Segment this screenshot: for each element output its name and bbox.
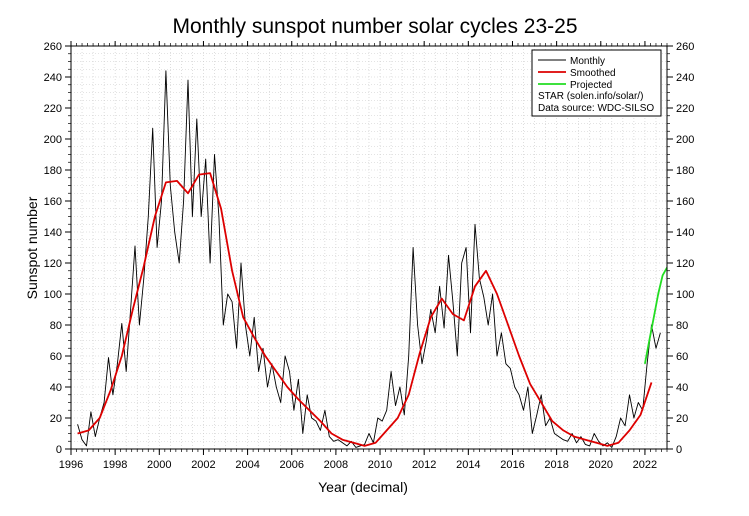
y-tick-label-left: 240	[44, 72, 62, 84]
y-tick-label-right: 200	[676, 134, 694, 146]
y-tick-label-left: 260	[44, 41, 62, 53]
x-tick-label: 2002	[191, 459, 215, 471]
x-tick-label: 2018	[544, 459, 568, 471]
y-tick-label-right: 20	[676, 413, 688, 425]
y-tick-label-right: 40	[676, 382, 688, 394]
x-tick-label: 2022	[633, 459, 657, 471]
y-tick-label-right: 160	[676, 196, 694, 208]
y-tick-label-left: 180	[44, 165, 62, 177]
y-tick-label-right: 260	[676, 41, 694, 53]
x-tick-label: 2006	[279, 459, 303, 471]
y-tick-label-left: 120	[44, 258, 62, 270]
series-line-smoothed	[77, 172, 653, 447]
x-tick-label: 2010	[368, 459, 392, 471]
x-tick-label: 2020	[589, 459, 613, 471]
x-tick-label: 1998	[103, 459, 127, 471]
y-axis-label: Sunspot number	[24, 196, 40, 299]
y-tick-label-left: 60	[50, 351, 62, 363]
y-tick-label-left: 140	[44, 227, 62, 239]
y-tick-label-left: 80	[50, 320, 62, 332]
y-tick-label-left: 0	[56, 444, 62, 456]
legend-entry-monthly: Monthly	[570, 56, 605, 67]
y-tick-label-left: 160	[44, 196, 62, 208]
x-axis-label: Year (decimal)	[318, 479, 408, 495]
x-tick-label: 2016	[500, 459, 524, 471]
legend-entry-projected: Projected	[570, 80, 612, 91]
x-tick-label: 2008	[324, 459, 348, 471]
legend-box	[531, 49, 662, 117]
y-tick-label-right: 180	[676, 165, 694, 177]
y-tick-label-right: 80	[676, 320, 688, 332]
y-tick-label-right: 240	[676, 72, 694, 84]
series-line-projected	[644, 267, 668, 364]
legend-note: Data source: WDC-SILSO	[538, 103, 654, 114]
x-tick-label: 2014	[456, 459, 480, 471]
y-tick-label-left: 220	[44, 103, 62, 115]
y-tick-label-right: 0	[676, 444, 682, 456]
y-tick-label-right: 60	[676, 351, 688, 363]
legend-note: STAR (solen.info/solar/)	[538, 91, 643, 102]
x-tick-label: 1996	[59, 459, 83, 471]
y-tick-label-right: 220	[676, 103, 694, 115]
series-layer	[77, 70, 668, 448]
y-tick-label-left: 100	[44, 289, 62, 301]
series-line-monthly	[77, 70, 661, 448]
axes: 1996 1998 2000 2002 2004 2006 2008 2010 2012 2014…	[44, 41, 694, 471]
x-tick-label: 2004	[235, 459, 259, 471]
x-tick-label: 2000	[147, 459, 171, 471]
y-tick-label-left: 20	[50, 413, 62, 425]
y-tick-label-left: 40	[50, 382, 62, 394]
y-tick-label-right: 140	[676, 227, 694, 239]
legend-entry-smoothed: Smoothed	[570, 68, 616, 79]
y-tick-label-right: 100	[676, 289, 694, 301]
chart-title: Monthly sunspot number solar cycles 23-2…	[172, 15, 577, 38]
y-tick-label-left: 200	[44, 134, 62, 146]
y-tick-label-right: 120	[676, 258, 694, 270]
x-tick-label: 2012	[412, 459, 436, 471]
